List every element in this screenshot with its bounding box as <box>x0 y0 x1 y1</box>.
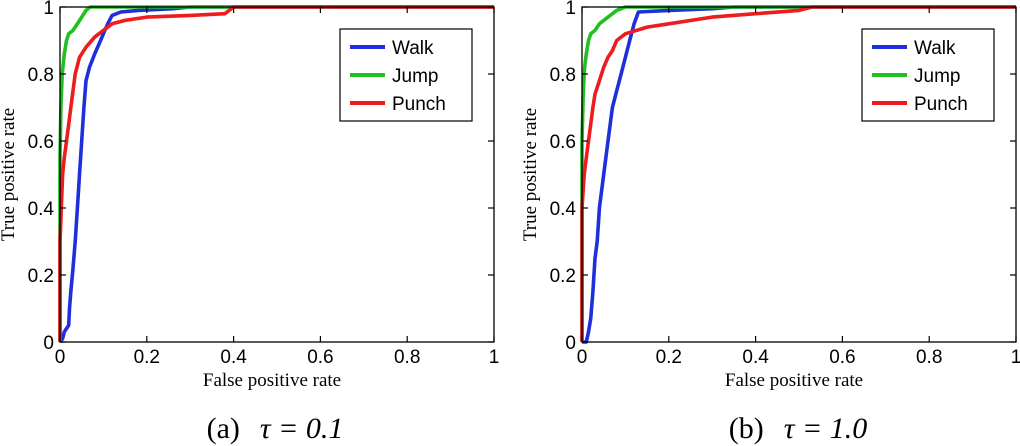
y-tick-label: 0.6 <box>28 132 54 153</box>
x-tick-label: 0 <box>55 347 66 368</box>
series-line-jump <box>580 5 1016 342</box>
y-tick-label: 1 <box>565 0 576 19</box>
legend-label-jump: Jump <box>914 66 960 87</box>
y-tick-label: 1 <box>43 0 54 19</box>
x-tick-label: 0.8 <box>916 347 942 368</box>
x-tick-label: 0.6 <box>307 347 333 368</box>
y-tick-label: 0 <box>565 333 576 354</box>
plot-frame <box>581 6 1017 343</box>
y-tick-label: 0 <box>43 333 54 354</box>
legend-label-walk: Walk <box>914 38 956 59</box>
legend-label-punch: Punch <box>914 94 968 115</box>
y-axis-label: True positive rate <box>0 108 19 241</box>
x-tick-label: 0.6 <box>829 347 855 368</box>
legend-label-punch: Punch <box>392 94 446 115</box>
plot-frame <box>59 6 495 343</box>
y-tick-label: 0.8 <box>28 65 54 86</box>
caption-formula: τ = 0.1 <box>260 412 343 445</box>
y-tick-label: 0.2 <box>28 266 54 287</box>
x-tick-label: 0.4 <box>742 347 769 368</box>
x-tick-label: 1 <box>489 347 500 368</box>
caption-label: (a) <box>207 412 240 445</box>
panel-caption: (a) τ = 0.1 <box>207 412 344 445</box>
panel-caption: (b) τ = 1.0 <box>729 412 867 445</box>
series-line-walk <box>582 5 1016 344</box>
panel-a: 0 0.2 0.4 0.6 0.8 1 0 0.2 0.4 0.6 0.8 1 False positi… <box>0 0 499 445</box>
x-tick-label: 0.4 <box>220 347 247 368</box>
legend-label-jump: Jump <box>392 66 438 87</box>
x-tick-label: 0.8 <box>394 347 420 368</box>
y-tick-label: 0.2 <box>550 266 576 287</box>
legend-label-walk: Walk <box>392 38 434 59</box>
series-line-punch <box>58 5 494 342</box>
x-tick-label: 0.2 <box>134 347 160 368</box>
y-tick-label: 0.4 <box>28 199 55 220</box>
caption-formula: τ = 1.0 <box>784 412 867 445</box>
x-tick-label: 1 <box>1011 347 1020 368</box>
y-tick-label: 0.6 <box>550 132 576 153</box>
y-axis-label: True positive rate <box>520 108 541 241</box>
panel-b: 0 0.2 0.4 0.6 0.8 1 0 0.2 0.4 0.6 0.8 1 False positi… <box>520 0 1020 445</box>
series-line-punch <box>580 5 1016 342</box>
x-tick-label: 0.2 <box>656 347 682 368</box>
x-tick-label: 0 <box>577 347 588 368</box>
caption-label: (b) <box>729 412 764 445</box>
y-tick-label: 0.4 <box>550 199 577 220</box>
y-tick-label: 0.8 <box>550 65 576 86</box>
x-axis-label: False positive rate <box>203 370 341 391</box>
series-line-walk <box>58 5 494 344</box>
series-line-jump <box>58 5 494 342</box>
x-axis-label: False positive rate <box>725 370 863 391</box>
